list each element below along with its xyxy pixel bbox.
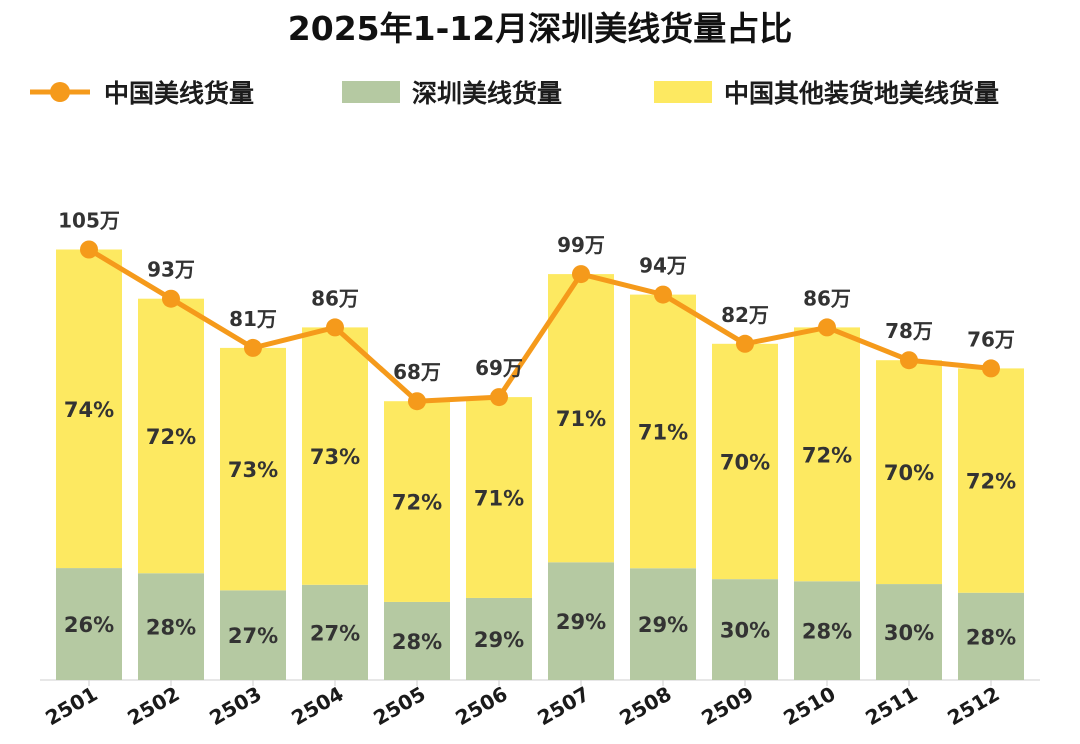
total-point-label: 86万 (311, 286, 359, 310)
bar-label-shenzhen: 26% (64, 613, 114, 637)
bar-label-other: 70% (884, 461, 934, 485)
x-tick-label: 2511 (861, 682, 921, 731)
bar-shenzhen (138, 573, 204, 680)
total-point (900, 351, 918, 370)
bar-shenzhen (630, 568, 696, 680)
legend-line-marker-icon (30, 82, 90, 102)
total-point-label: 86万 (803, 286, 851, 310)
legend-item-shenzhen: 深圳美线货量 (342, 72, 562, 112)
total-point-label: 93万 (147, 258, 195, 282)
bar-label-shenzhen: 29% (474, 628, 524, 652)
total-point (162, 289, 180, 308)
bar-shenzhen (466, 597, 532, 680)
total-point (326, 318, 344, 337)
x-tick-label: 2508 (615, 682, 675, 731)
bar-shenzhen (220, 590, 286, 680)
x-tick-label: 2506 (451, 682, 511, 731)
bar-other (56, 249, 122, 569)
bar-other (138, 298, 204, 574)
bar-shenzhen (712, 579, 778, 680)
bar-label-shenzhen: 28% (392, 630, 442, 654)
bar-label-shenzhen: 28% (966, 625, 1016, 649)
x-tick-label: 2505 (369, 682, 429, 731)
total-point-label: 99万 (557, 233, 605, 257)
bar-other (794, 327, 860, 582)
bar-label-other: 71% (474, 487, 524, 511)
total-point (408, 392, 426, 411)
legend-label-shenzhen: 深圳美线货量 (412, 79, 563, 108)
legend: 中国美线货量 深圳美线货量 中国其他装货地美线货量 (0, 72, 1080, 112)
bar-other (302, 327, 368, 585)
total-point (982, 359, 1000, 378)
bar-label-shenzhen: 29% (556, 610, 606, 634)
total-point-label: 105万 (58, 209, 120, 233)
bar-label-other: 72% (966, 470, 1016, 494)
chart-title: 2025年1-12月深圳美线货量占比 (287, 9, 793, 48)
total-point-label: 78万 (885, 319, 933, 343)
legend-swatch-shenzhen (342, 81, 400, 103)
bar-label-other: 72% (802, 443, 852, 467)
bar-label-shenzhen: 30% (720, 619, 770, 643)
bar-label-other: 71% (638, 420, 688, 444)
legend-swatch-other (654, 81, 712, 103)
bar-shenzhen (876, 584, 942, 680)
total-point-label: 94万 (639, 254, 687, 278)
bar-label-shenzhen: 27% (310, 621, 360, 645)
x-tick-label: 2503 (205, 682, 265, 731)
total-point-label: 82万 (721, 303, 769, 327)
total-point-label: 69万 (475, 356, 523, 380)
x-tick-label: 2509 (697, 682, 757, 731)
bar-shenzhen (548, 562, 614, 680)
bar-other (712, 343, 778, 580)
bar-other (958, 368, 1024, 593)
bar-label-shenzhen: 30% (884, 621, 934, 645)
bar-shenzhen (958, 592, 1024, 680)
x-tick-label: 2507 (533, 682, 593, 731)
total-point-label: 68万 (393, 360, 441, 384)
bar-label-shenzhen: 28% (802, 620, 852, 644)
total-point-label: 81万 (229, 307, 277, 331)
bar-shenzhen (384, 601, 450, 680)
total-point (244, 338, 262, 357)
bar-other (466, 397, 532, 598)
bar-other (384, 401, 450, 602)
legend-item-total: 中国美线货量 (28, 72, 254, 112)
bar-label-shenzhen: 27% (228, 624, 278, 648)
total-point (736, 334, 754, 353)
bar-other (630, 294, 696, 569)
total-point (80, 240, 98, 259)
x-tick-label: 2502 (123, 682, 183, 731)
x-tick-label: 2504 (287, 682, 347, 731)
legend-label-total: 中国美线货量 (104, 79, 255, 108)
bar-shenzhen (302, 584, 368, 680)
bar-shenzhen (56, 568, 122, 680)
bar-label-other: 72% (392, 491, 442, 515)
bar-other (548, 274, 614, 563)
x-tick-label: 2501 (41, 682, 101, 731)
bar-label-shenzhen: 28% (146, 616, 196, 640)
bar-label-other: 73% (228, 458, 278, 482)
bar-label-other: 71% (556, 407, 606, 431)
total-point (490, 388, 508, 407)
x-tick-label: 2512 (943, 682, 1003, 731)
bar-label-other: 74% (64, 398, 114, 422)
bar-label-other: 70% (720, 450, 770, 474)
total-point (572, 265, 590, 284)
total-point (818, 318, 836, 337)
bar-label-other: 73% (310, 445, 360, 469)
bar-other (220, 347, 286, 591)
total-point-label: 76万 (967, 327, 1015, 351)
bar-shenzhen (794, 581, 860, 680)
legend-label-other: 中国其他装货地美线货量 (724, 79, 1000, 108)
bar-label-other: 72% (146, 425, 196, 449)
x-tick-label: 2510 (779, 682, 839, 731)
legend-item-other: 中国其他装货地美线货量 (654, 72, 999, 112)
bar-other (876, 360, 942, 585)
total-point (654, 285, 672, 304)
bar-label-shenzhen: 29% (638, 613, 688, 637)
total-line (87, 247, 992, 404)
